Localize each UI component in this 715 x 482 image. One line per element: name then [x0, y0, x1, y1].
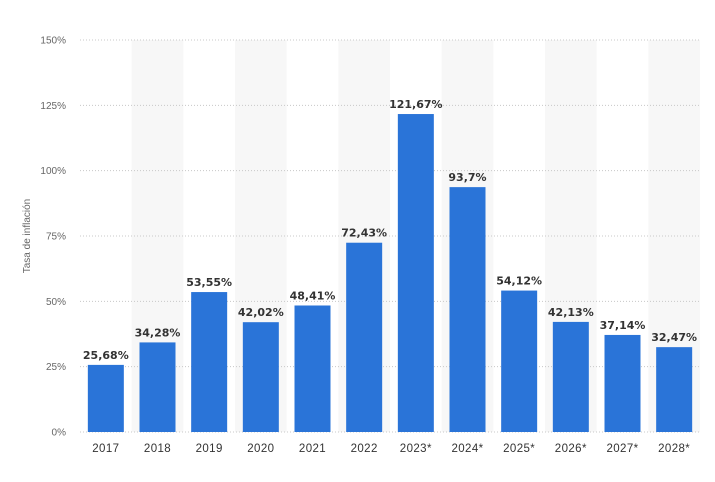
x-tick-label: 2017 [92, 443, 119, 455]
y-tick-label: 25% [46, 362, 66, 373]
bar [552, 321, 589, 432]
value-label: 34,28% [135, 326, 181, 339]
bar [346, 242, 383, 432]
y-tick-label: 150% [40, 36, 66, 47]
y-tick-label: 125% [40, 101, 66, 112]
x-tick-label: 2028* [658, 443, 690, 455]
value-labels: 25,68% 34,28% 53,55% 42,02% 48,41% 72,43% 121,… [83, 98, 697, 362]
bar [191, 292, 228, 432]
bar [449, 187, 486, 432]
value-label: 93,7% [448, 171, 486, 184]
x-axis-labels: 2017 2018 2019 2020 2021 2022 2023* 2024* 2025* 2… [92, 443, 690, 455]
x-tick-label: 2027* [606, 443, 638, 455]
x-tick-label: 2026* [555, 443, 587, 455]
value-label: 25,68% [83, 349, 129, 362]
y-tick-label: 50% [46, 297, 66, 308]
value-label: 121,67% [389, 98, 442, 111]
value-label: 37,14% [600, 319, 646, 332]
gridlines [80, 39, 700, 433]
x-tick-label: 2020 [247, 443, 274, 455]
value-label: 42,02% [238, 306, 284, 319]
y-axis-ticks: 0% 25% 50% 75% 100% 125% 150% [40, 36, 66, 439]
value-label: 53,55% [186, 276, 232, 289]
y-tick-label: 75% [46, 232, 66, 243]
value-label: 48,41% [290, 289, 336, 302]
y-axis-title: Tasa de inflación [22, 199, 33, 274]
y-tick-label: 0% [52, 428, 67, 439]
value-label: 54,12% [496, 275, 542, 288]
bar [397, 114, 434, 432]
x-tick-label: 2024* [451, 443, 483, 455]
bars [87, 114, 693, 432]
bar [242, 322, 279, 432]
x-tick-label: 2019 [196, 443, 223, 455]
bar [604, 334, 641, 432]
x-tick-label: 2021 [299, 443, 326, 455]
bar [501, 290, 538, 432]
bar [87, 364, 124, 432]
y-tick-label: 100% [40, 166, 66, 177]
value-label: 32,47% [651, 331, 697, 344]
bar [656, 347, 693, 432]
value-label: 42,13% [548, 306, 594, 319]
bar [294, 305, 331, 432]
x-tick-label: 2025* [503, 443, 535, 455]
x-tick-label: 2023* [400, 443, 432, 455]
x-tick-label: 2018 [144, 443, 171, 455]
bar [139, 342, 176, 432]
x-tick-label: 2022 [351, 443, 378, 455]
value-label: 72,43% [341, 227, 387, 240]
